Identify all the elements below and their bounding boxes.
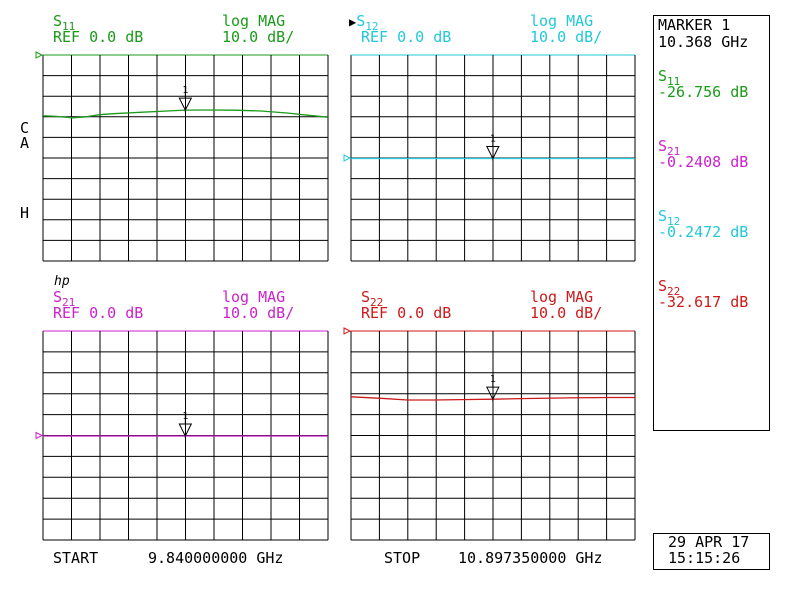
panel-s11-marker-label: 1 <box>182 85 188 96</box>
panel-s11-ref-arrow-icon <box>35 51 44 59</box>
marker-triangle <box>178 97 193 112</box>
param-subscript: 22 <box>370 296 384 309</box>
marker-readout-box: MARKER 1 10.368 GHz S11 -26.756 dB S21 -0.2… <box>653 15 770 431</box>
panel-s11-ref: REF 0.0 dB <box>53 28 144 46</box>
marker-entry-s21-param: S21 <box>658 137 681 159</box>
marker-title: MARKER 1 <box>658 16 731 34</box>
panel-s11-grid <box>42 54 329 262</box>
datetime-box: 29 APR 17 15:15:26 <box>653 533 770 570</box>
hp-logo: hp <box>54 274 70 289</box>
marker-entry-s22-value: -32.617 dB <box>658 293 749 311</box>
marker-triangle <box>178 423 193 438</box>
panel-s22-format: log MAG <box>530 288 594 306</box>
marker-entry-s21-value: -0.2408 dB <box>658 153 749 171</box>
side-label-c: C <box>20 119 30 137</box>
panel-s21-marker-label: 1 <box>182 411 188 422</box>
param-letter: S <box>361 288 371 306</box>
panel-s12-param: ▶S12 <box>349 12 379 34</box>
param-subscript: 11 <box>667 75 681 88</box>
panel-s21-ref-arrow-icon <box>35 431 44 440</box>
start-label: START <box>53 549 99 567</box>
panel-s21-scale: 10.0 dB/ <box>222 304 295 322</box>
param-letter: S <box>658 137 668 155</box>
time-text: 15:15:26 <box>668 549 741 567</box>
param-letter: S <box>658 277 668 295</box>
panel-s21-ref: REF 0.0 dB <box>53 304 144 322</box>
panel-s22-ref: REF 0.0 dB <box>361 304 452 322</box>
panel-s12-marker-icon <box>486 134 500 161</box>
marker-entry-s22-param: S22 <box>658 277 681 299</box>
panel-s12-ref-arrow-icon <box>343 154 352 162</box>
param-subscript: 12 <box>667 215 681 228</box>
param-subscript: 21 <box>667 145 681 158</box>
panel-s11-marker-icon <box>178 86 193 113</box>
stop-label: STOP <box>384 549 421 567</box>
panel-s22-trace <box>350 396 635 401</box>
marker-triangle <box>486 386 500 401</box>
panel-s12-format: log MAG <box>530 12 594 30</box>
marker-triangle <box>486 146 500 160</box>
param-letter: S <box>53 288 63 306</box>
panel-s22-param: S22 <box>361 288 384 310</box>
marker-entry-s12-value: -0.2472 dB <box>658 223 749 241</box>
marker-frequency: 10.368 GHz <box>658 33 749 51</box>
panel-s11-trace <box>42 109 328 119</box>
param-letter: S <box>356 12 366 30</box>
panel-s22-marker-label: 1 <box>490 374 496 385</box>
date-text: 29 APR 17 <box>668 533 750 551</box>
panel-s12-scale: 10.0 dB/ <box>530 28 603 46</box>
side-label-h: H <box>20 204 30 222</box>
panel-s22-marker-icon <box>486 375 500 402</box>
panel-s11-format: log MAG <box>222 12 286 30</box>
panel-s22-grid <box>350 330 636 541</box>
panel-s21-format: log MAG <box>222 288 286 306</box>
panel-s22-scale: 10.0 dB/ <box>530 304 603 322</box>
param-subscript: 12 <box>365 20 379 33</box>
panel-s12-ref: REF 0.0 dB <box>361 28 452 46</box>
panel-s22-ref-arrow-icon <box>343 327 352 335</box>
active-channel-indicator-icon: ▶ <box>349 15 357 29</box>
param-subscript: 22 <box>667 285 681 298</box>
panel-s21-marker-icon <box>178 412 193 439</box>
stop-value: 10.897350000 GHz <box>458 549 603 567</box>
panel-s11-param: S11 <box>53 12 76 34</box>
param-letter: S <box>658 67 668 85</box>
side-label-a: A <box>20 134 30 152</box>
panel-s11-scale: 10.0 dB/ <box>222 28 295 46</box>
param-subscript: 21 <box>62 296 76 309</box>
marker-entry-s11-param: S11 <box>658 67 681 89</box>
start-value: 9.840000000 GHz <box>148 549 284 567</box>
param-subscript: 11 <box>62 20 76 33</box>
panel-s21-param: S21 <box>53 288 76 310</box>
marker-entry-s12-param: S12 <box>658 207 681 229</box>
param-letter: S <box>53 12 63 30</box>
panel-s12-marker-label: 1 <box>490 134 496 145</box>
marker-entry-s11-value: -26.756 dB <box>658 83 749 101</box>
param-letter: S <box>658 207 668 225</box>
